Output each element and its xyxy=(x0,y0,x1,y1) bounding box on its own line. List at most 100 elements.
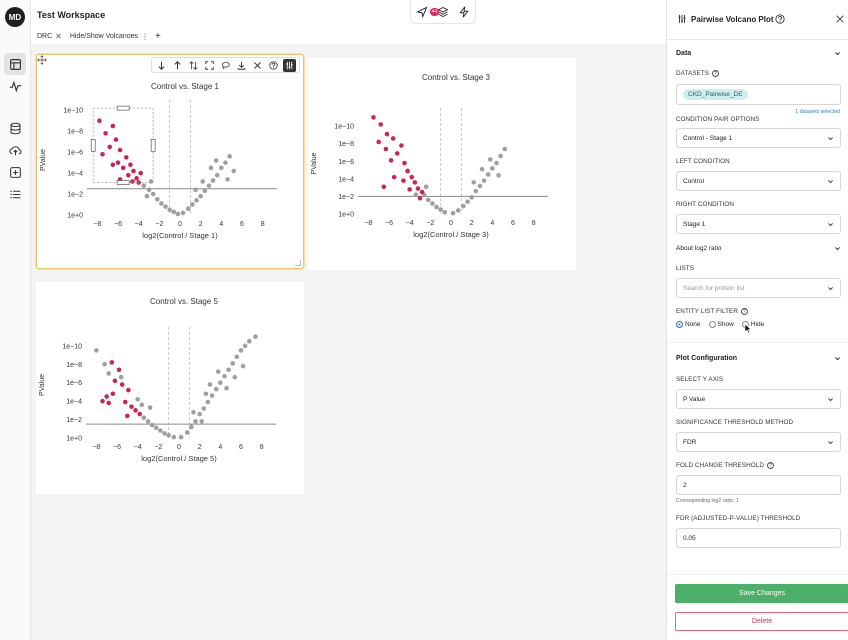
data-point[interactable] xyxy=(496,173,501,178)
volcano-plot-card-stage1[interactable]: Control vs. Stage 1 −8 −6 −4 −2 0 2 4 6 8 1e+0 1e−2… xyxy=(36,54,304,269)
significant-point[interactable] xyxy=(115,160,121,165)
right-condition-select[interactable]: Stage 1 xyxy=(676,214,841,234)
data-point[interactable] xyxy=(180,210,186,216)
significant-point[interactable] xyxy=(100,398,105,404)
significant-point[interactable] xyxy=(394,151,400,156)
data-point[interactable] xyxy=(465,199,470,205)
data-point[interactable] xyxy=(231,168,237,174)
upload-icon[interactable] xyxy=(4,139,26,161)
significant-point[interactable] xyxy=(97,118,102,124)
data-point[interactable] xyxy=(423,184,429,190)
data-point[interactable] xyxy=(455,208,461,213)
more-vertical-icon[interactable]: ⋮ xyxy=(140,32,149,41)
threshold-method-select[interactable]: FDR xyxy=(676,432,841,452)
significant-point[interactable] xyxy=(371,115,376,120)
data-point[interactable] xyxy=(485,172,491,177)
activity-icon[interactable] xyxy=(4,75,26,97)
add-box-icon[interactable] xyxy=(4,161,26,183)
significant-point[interactable] xyxy=(128,162,133,168)
navigation-icon[interactable]: 44 xyxy=(415,5,440,18)
data-point[interactable] xyxy=(461,203,466,209)
significant-point[interactable] xyxy=(405,168,410,174)
data-point[interactable] xyxy=(226,367,231,373)
data-point[interactable] xyxy=(473,188,479,194)
selection-handle[interactable] xyxy=(116,105,130,111)
data-point[interactable] xyxy=(191,409,196,415)
data-point[interactable] xyxy=(184,430,190,435)
data-point[interactable] xyxy=(223,160,228,165)
data-point[interactable] xyxy=(200,179,206,184)
tab-hide-show-volcanoes[interactable]: Hide/Show Volcanoes ⋮ xyxy=(70,32,149,41)
data-point[interactable] xyxy=(227,154,232,159)
data-point[interactable] xyxy=(141,183,147,188)
data-point[interactable] xyxy=(425,197,431,203)
significant-point[interactable] xyxy=(384,131,390,137)
add-tab-button[interactable]: + xyxy=(154,31,161,42)
data-point[interactable] xyxy=(167,207,172,213)
significant-point[interactable] xyxy=(419,189,425,195)
data-point[interactable] xyxy=(225,177,230,182)
data-point[interactable] xyxy=(159,201,164,206)
datasets-field[interactable]: CKD_Pairwise_DE xyxy=(676,84,841,105)
radio-button[interactable] xyxy=(708,321,716,328)
data-point[interactable] xyxy=(213,386,219,392)
help-icon[interactable] xyxy=(267,59,280,72)
volcano-plot-svg[interactable]: Control vs. Stage 1 −8 −6 −4 −2 0 2 4 6 8 1e+0 1e−2… xyxy=(37,55,305,270)
data-point[interactable] xyxy=(214,172,220,178)
data-point[interactable] xyxy=(175,211,181,217)
data-point[interactable] xyxy=(208,165,214,171)
data-point[interactable] xyxy=(471,180,477,185)
significant-point[interactable] xyxy=(134,176,139,181)
data-point[interactable] xyxy=(479,166,485,172)
significant-point[interactable] xyxy=(125,413,130,419)
data-point[interactable] xyxy=(487,157,493,162)
data-point[interactable] xyxy=(222,373,227,379)
significant-point[interactable] xyxy=(126,387,131,393)
section-plot-config-header[interactable]: Plot Configuration xyxy=(676,355,841,362)
volcano-plot-card-stage3[interactable]: Control vs. Stage 3 −8 −6 −4 −2 0 2 4 6 8 1e+0 1e−2… xyxy=(308,58,576,270)
data-point[interactable] xyxy=(438,207,443,212)
data-point[interactable] xyxy=(246,338,252,344)
download-icon[interactable] xyxy=(235,59,248,72)
data-point[interactable] xyxy=(219,165,224,171)
arrow-up-icon[interactable] xyxy=(171,59,184,72)
significant-point[interactable] xyxy=(381,184,387,190)
fullscreen-icon[interactable] xyxy=(203,59,216,72)
data-point[interactable] xyxy=(230,361,236,366)
layers-icon[interactable] xyxy=(437,6,449,18)
significant-point[interactable] xyxy=(133,408,138,413)
layout-icon[interactable] xyxy=(4,53,26,75)
data-point[interactable] xyxy=(430,201,435,206)
significant-point[interactable] xyxy=(110,162,116,168)
data-point[interactable] xyxy=(203,391,209,397)
data-point[interactable] xyxy=(199,419,205,424)
database-icon[interactable] xyxy=(4,117,26,139)
data-point[interactable] xyxy=(149,422,155,428)
data-point[interactable] xyxy=(193,187,198,193)
volcano-plot-card-stage5[interactable]: Control vs. Stage 5 −8 −6 −4 −2 0 2 4 6 8 1e+0 1e−2… xyxy=(36,282,304,494)
close-icon[interactable]: ✕ xyxy=(55,32,62,41)
significant-point[interactable] xyxy=(412,180,418,185)
data-point[interactable] xyxy=(145,419,151,424)
significant-point[interactable] xyxy=(401,178,406,183)
significant-point[interactable] xyxy=(417,195,423,201)
about-log2-ratio-toggle[interactable]: About log2 ratio xyxy=(676,245,841,252)
data-point[interactable] xyxy=(205,399,211,405)
arrow-down-icon[interactable] xyxy=(155,59,168,72)
significant-point[interactable] xyxy=(110,391,116,397)
significant-point[interactable] xyxy=(407,187,412,192)
tab-drc[interactable]: DRC ✕ xyxy=(37,32,62,41)
significant-point[interactable] xyxy=(116,367,122,373)
significant-point[interactable] xyxy=(107,144,113,150)
sort-icon[interactable] xyxy=(187,59,200,72)
data-point[interactable] xyxy=(154,196,160,202)
selection-handle[interactable] xyxy=(116,180,130,185)
significant-point[interactable] xyxy=(103,130,108,136)
volcano-plot-svg[interactable]: Control vs. Stage 5 −8 −6 −4 −2 0 2 4 6 8 1e+0 1e−2… xyxy=(36,282,304,494)
lightning-icon[interactable] xyxy=(458,5,470,18)
data-point[interactable] xyxy=(202,188,208,194)
significant-point[interactable] xyxy=(388,158,394,163)
significant-point[interactable] xyxy=(104,394,109,399)
resize-handle[interactable] xyxy=(295,260,301,266)
significant-point[interactable] xyxy=(106,400,112,406)
